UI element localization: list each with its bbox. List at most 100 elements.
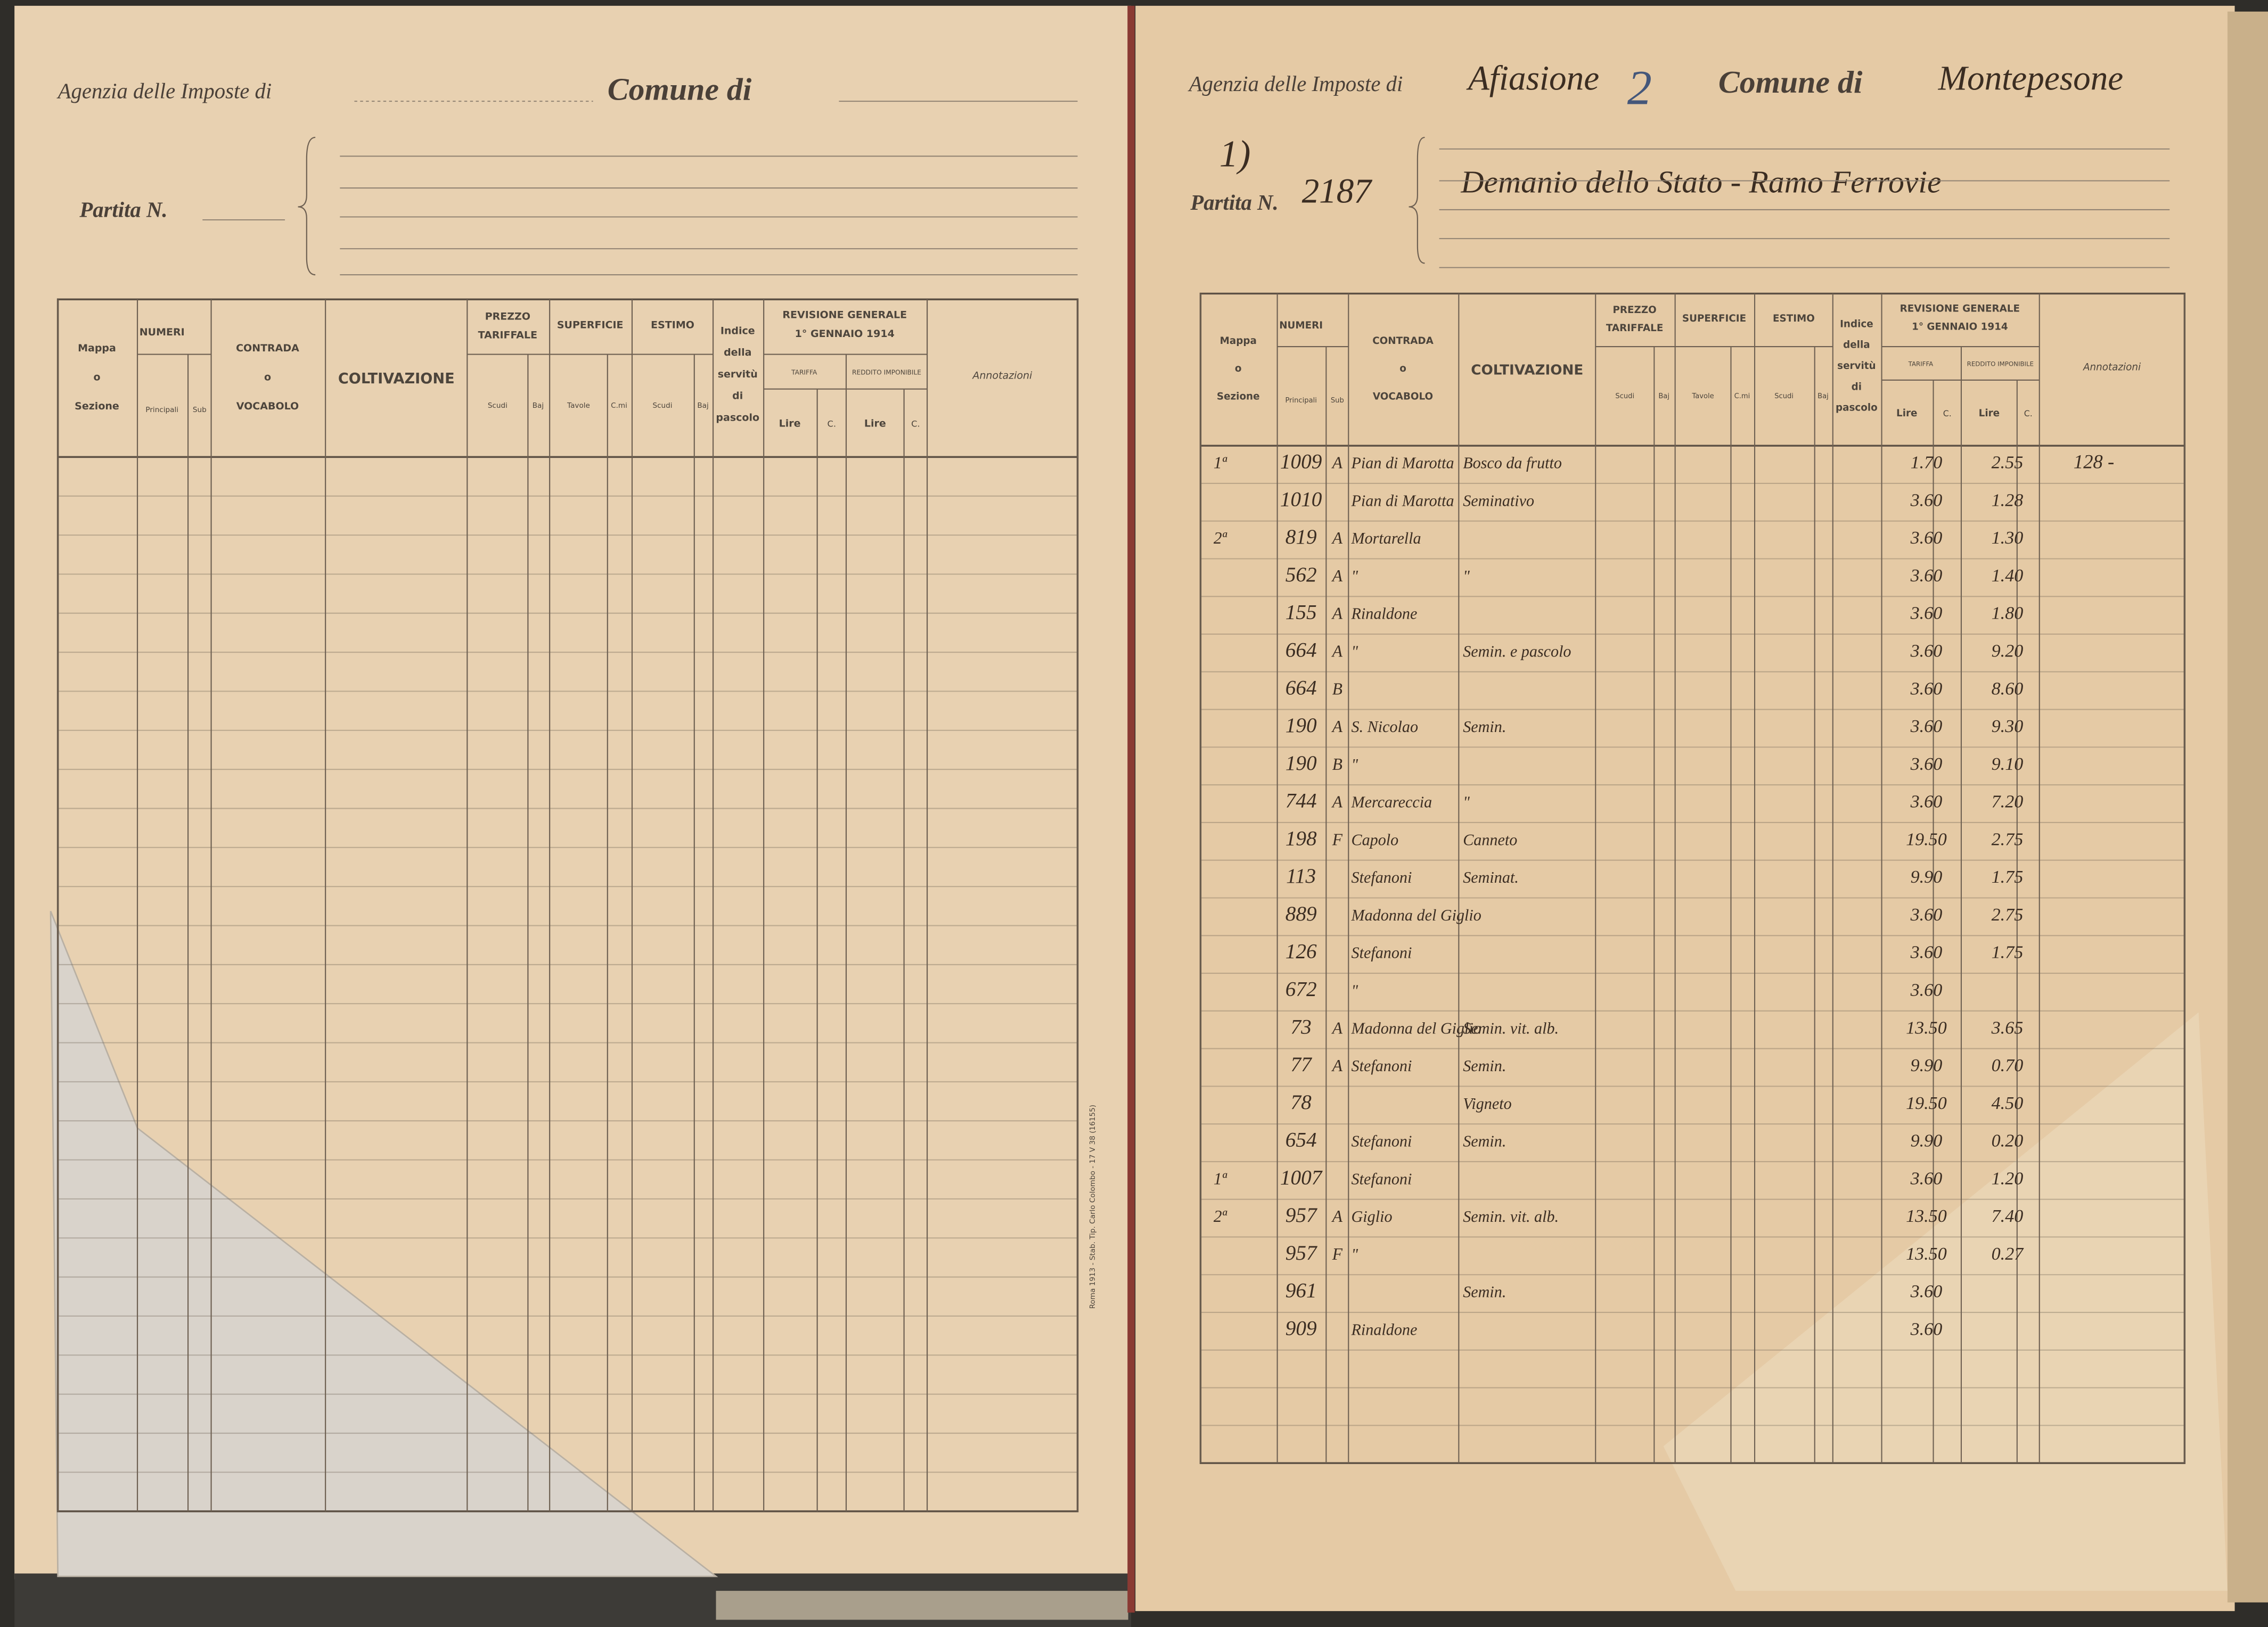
- column-header: Indice: [720, 325, 755, 336]
- handwritten-entry: A: [1331, 1056, 1343, 1075]
- handwritten-entry: A: [1331, 454, 1343, 472]
- handwritten-entry: A: [1331, 1018, 1343, 1037]
- handwritten-entry: 190: [1286, 751, 1317, 775]
- handwritten-entry: Pian di Marotta: [1351, 454, 1454, 472]
- handwritten-entry: 819: [1286, 525, 1317, 548]
- handwritten-entry: Mortarella: [1351, 529, 1421, 547]
- column-header: Annotazioni: [971, 370, 1033, 382]
- column-header: C.mi: [611, 401, 627, 410]
- handwritten-entry: 664: [1286, 676, 1317, 699]
- column-header: Lire: [779, 417, 801, 429]
- column-header: Sezione: [75, 400, 119, 412]
- comune-value: Montepesone: [1938, 59, 2124, 97]
- handwritten-entry: 1.75: [1992, 867, 2024, 887]
- handwritten-entry: 1.70: [1911, 453, 1943, 473]
- partita-label: Partita N.: [1190, 191, 1278, 215]
- column-header: della: [724, 347, 751, 358]
- handwritten-entry: 3.60: [1910, 679, 1943, 699]
- agency-value: Afiasione: [1466, 59, 1599, 97]
- handwritten-entry: 3.60: [1910, 754, 1943, 774]
- handwritten-entry: 77: [1291, 1053, 1313, 1076]
- column-header: C.: [828, 418, 837, 429]
- handwritten-entry: Stefanoni: [1352, 1057, 1412, 1075]
- handwritten-entry: 3.60: [1910, 1282, 1943, 1302]
- register-table: Mappa o Sezione NUMERI Principali Sub CONTRADA…: [56, 298, 1079, 1513]
- handwritten-entry: 3.60: [1910, 905, 1943, 925]
- handwritten-entry: 3.60: [1910, 943, 1943, 963]
- handwritten-entry: 9.90: [1911, 1056, 1943, 1075]
- column-header: SUPERFICIE: [557, 319, 624, 331]
- handwritten-entry: Stefanoni: [1352, 1170, 1412, 1188]
- column-header: Annotazioni: [2083, 362, 2141, 373]
- handwritten-entry: Rinaldone: [1351, 1321, 1418, 1339]
- column-header: Principali: [1285, 397, 1316, 405]
- handwritten-entry: 1.20: [1992, 1169, 2024, 1188]
- comune-label: Comune di: [608, 71, 752, 106]
- handwritten-entry: 664: [1286, 638, 1317, 662]
- handwritten-entry: 190: [1286, 713, 1317, 737]
- handwritten-entry: Canneto: [1463, 831, 1517, 849]
- handwritten-entry: Semin.: [1463, 718, 1506, 736]
- column-header: Scudi: [652, 401, 672, 410]
- column-header: Tavole: [567, 401, 590, 410]
- handwritten-entry: ": [1463, 567, 1470, 585]
- handwritten-entry: 957: [1286, 1203, 1317, 1227]
- handwritten-entry: 672: [1286, 977, 1317, 1001]
- handwritten-entry: 957: [1286, 1241, 1317, 1264]
- partita-label: Partita N.: [79, 198, 167, 221]
- handwritten-entry: 7.20: [1992, 792, 2024, 812]
- column-header: Sezione: [1217, 391, 1260, 402]
- owner: Demanio dello Stato - Ramo Ferrovie: [1460, 164, 1941, 199]
- entry-marker: 1): [1219, 133, 1251, 175]
- handwritten-entry: 1007: [1280, 1165, 1323, 1189]
- handwritten-entry: A: [1331, 642, 1343, 661]
- handwritten-entry: 961: [1286, 1279, 1317, 1302]
- handwritten-entry: 2.75: [1992, 905, 2024, 925]
- handwritten-entry: 744: [1286, 789, 1317, 812]
- column-header: ESTIMO: [651, 319, 694, 331]
- handwritten-entry: Semin. e pascolo: [1463, 643, 1571, 661]
- handwritten-entry: 2ª: [1214, 529, 1227, 547]
- handwritten-entry: 2.55: [1992, 453, 2024, 473]
- column-header: Sub: [193, 406, 207, 414]
- handwritten-entry: A: [1331, 717, 1343, 736]
- column-header: pascolo: [716, 412, 759, 423]
- agency-label: Agenzia delle Imposte di: [56, 79, 272, 103]
- handwritten-entry: 155: [1286, 601, 1317, 624]
- handwritten-entry: 562: [1286, 563, 1317, 586]
- column-header: PREZZO: [1613, 305, 1657, 316]
- column-header: REVISIONE GENERALE: [1900, 303, 2020, 315]
- handwritten-entry: F: [1332, 830, 1343, 849]
- handwritten-entry: 128 -: [2074, 451, 2114, 473]
- handwritten-entry: A: [1331, 1207, 1343, 1226]
- handwritten-entry: 3.60: [1910, 981, 1943, 1000]
- binding-cloth: [716, 1591, 1128, 1620]
- column-header: servitù: [1837, 360, 1876, 372]
- folded-corner: [50, 910, 718, 1577]
- handwritten-entry: 13.50: [1906, 1206, 1947, 1226]
- agency-label: Agenzia delle Imposte di: [1188, 72, 1403, 96]
- imprint: Roma 1913 - Stab. Tip. Carlo Colombo - 1…: [1088, 1105, 1097, 1309]
- partita-value: 2187: [1302, 172, 1373, 210]
- handwritten-entry: 0.20: [1992, 1131, 2024, 1151]
- column-header: Scudi: [488, 401, 507, 410]
- handwritten-entry: A: [1331, 529, 1343, 547]
- column-header: Mappa: [1220, 335, 1257, 347]
- handwritten-entry: 1.75: [1992, 943, 2024, 963]
- handwritten-entry: 3.60: [1910, 1320, 1943, 1340]
- handwritten-entry: 3.65: [1991, 1018, 2024, 1038]
- handwritten-entry: 3.60: [1910, 642, 1943, 661]
- column-header: ESTIMO: [1773, 313, 1815, 324]
- column-header: Baj: [533, 401, 544, 410]
- handwritten-entry: B: [1332, 755, 1342, 774]
- column-header: servitù: [718, 368, 758, 380]
- handwritten-entry: Vigneto: [1463, 1095, 1511, 1113]
- column-header: di: [1852, 381, 1862, 392]
- column-header: Lire: [1979, 408, 2000, 419]
- handwritten-entry: 9.90: [1911, 867, 1943, 887]
- column-header: NUMERI: [1279, 320, 1323, 331]
- column-header: Scudi: [1615, 392, 1634, 400]
- column-header: COLTIVAZIONE: [338, 371, 455, 387]
- handwritten-entry: ": [1352, 982, 1358, 1000]
- handwritten-entry: A: [1331, 793, 1343, 811]
